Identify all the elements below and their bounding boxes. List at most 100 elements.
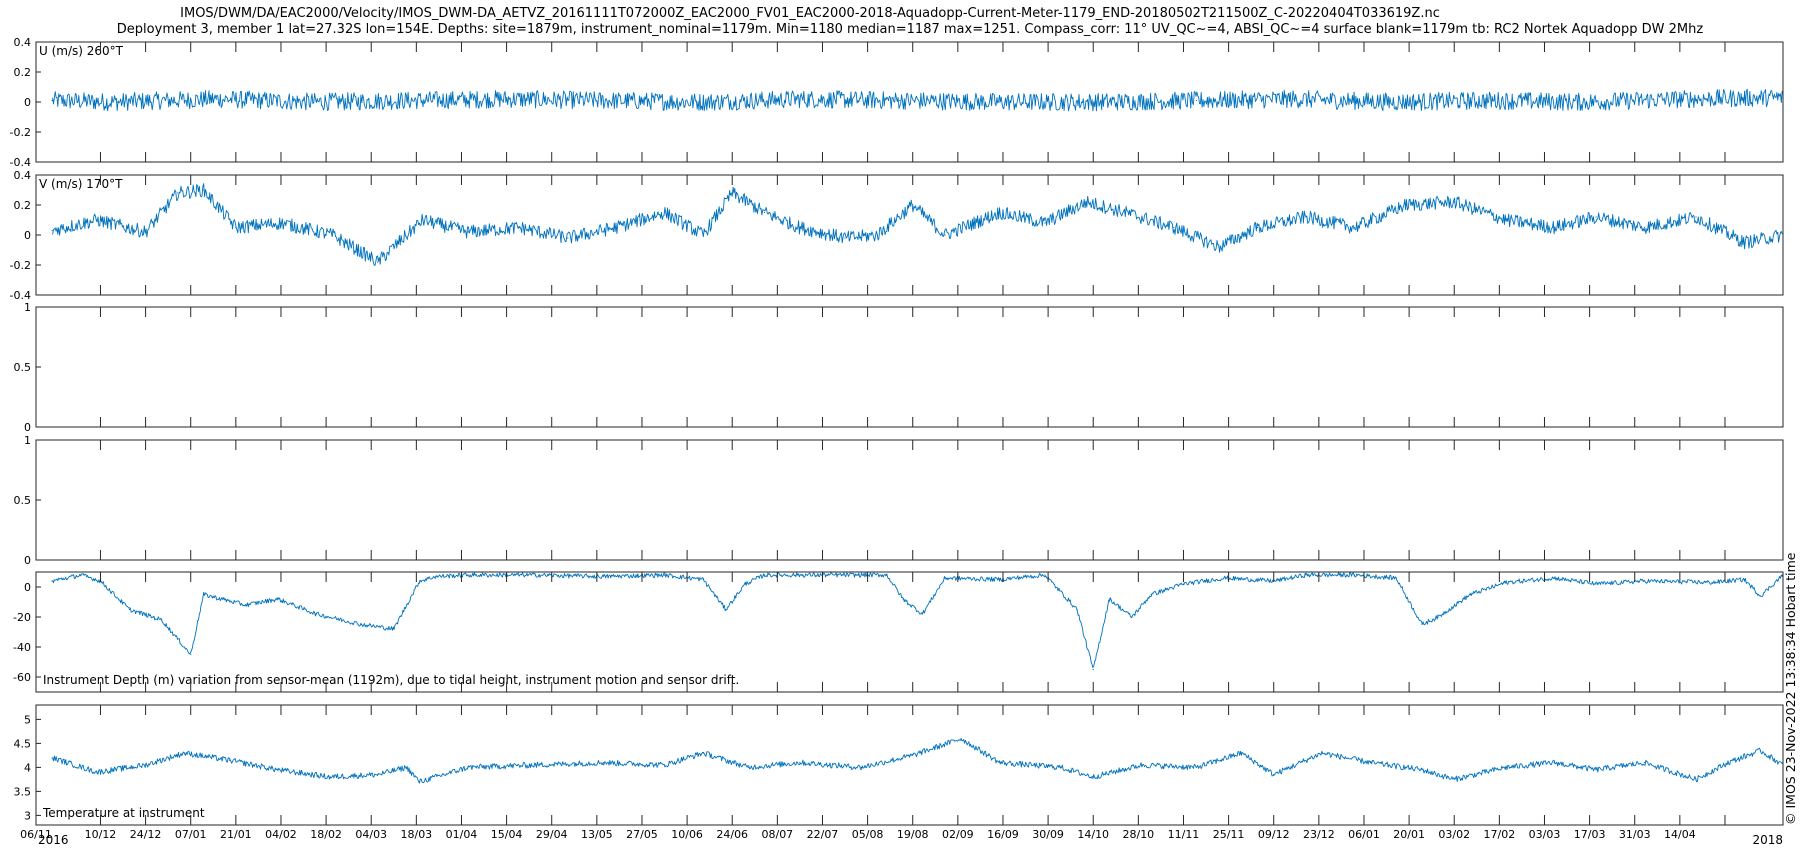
data-point xyxy=(1505,766,1507,769)
x-tick-label: 23/12 xyxy=(1303,828,1335,841)
x-tick-label: 06/01 xyxy=(1348,828,1380,841)
data-point xyxy=(763,211,766,214)
data-point xyxy=(1582,101,1584,103)
x-tick-label: 24/06 xyxy=(716,828,748,841)
data-point xyxy=(145,231,147,233)
data-point xyxy=(1682,98,1684,100)
data-point xyxy=(128,608,131,611)
x-axis-group: 06/11 10/12 24/12 07/01 21/01 04/02 18/02 04/03… xyxy=(20,828,1783,847)
data-point xyxy=(1092,668,1094,671)
panel-frame xyxy=(35,306,1784,428)
data-point xyxy=(161,619,163,621)
data-point xyxy=(1453,201,1455,203)
data-point xyxy=(1305,216,1307,218)
data-point xyxy=(844,237,846,239)
data-point xyxy=(1321,752,1323,754)
data-point xyxy=(999,578,1001,581)
x-tick-label: 05/08 xyxy=(852,828,884,841)
data-point xyxy=(51,757,53,759)
data-point xyxy=(1453,778,1455,781)
data-point xyxy=(799,226,801,229)
data-point xyxy=(1044,222,1046,224)
data-point xyxy=(702,752,704,754)
data-point xyxy=(799,98,801,100)
data-point xyxy=(1695,778,1697,781)
data-point xyxy=(1353,574,1355,576)
panel-v: 0.4 0.2 0 -0.2 -0.4 V (m/s) 170°T xyxy=(10,169,1784,302)
data-point xyxy=(360,623,363,626)
data-point xyxy=(702,234,704,236)
x-tick-label: 16/09 xyxy=(987,828,1019,841)
data-point xyxy=(328,776,330,778)
panel-empty2: 10.50 xyxy=(14,434,1784,567)
y-tick-label: 0.2 xyxy=(14,199,32,212)
y-tick-label: 0 xyxy=(24,421,31,434)
panel-temp: 5 4.5 4 3.5 3 Temperature at instrument xyxy=(14,704,1784,826)
y-tick-label: 0.5 xyxy=(14,494,32,507)
data-point xyxy=(1505,581,1507,584)
x-tick-label: 03/03 xyxy=(1529,828,1561,841)
y-tick-label: 4 xyxy=(24,761,31,774)
y-tick-label: 1 xyxy=(24,434,31,447)
data-point xyxy=(393,628,395,630)
data-point xyxy=(860,766,862,769)
x-tick-label: 10/12 xyxy=(85,828,117,841)
series-line-u xyxy=(52,88,1784,112)
data-point xyxy=(1553,762,1555,764)
data-point xyxy=(1469,593,1471,596)
data-point xyxy=(1643,762,1645,764)
y-tick-label: 0 xyxy=(24,229,31,242)
data-point xyxy=(1257,226,1259,229)
y-tick-label: 1 xyxy=(24,301,31,314)
data-point xyxy=(1369,762,1371,764)
x-tick-label: 31/03 xyxy=(1619,828,1651,841)
figure-title-line2: Deployment 3, member 1 lat=27.32S lon=15… xyxy=(117,22,1704,37)
timestamp-label: © IMOS 23-Nov-2022 13:38:34 Hobart time xyxy=(1783,552,1798,825)
data-point xyxy=(244,604,247,606)
data-point xyxy=(1492,99,1494,102)
data-point xyxy=(506,98,508,100)
data-point xyxy=(518,226,521,229)
data-point xyxy=(1195,766,1197,769)
panel-frame xyxy=(35,571,1784,693)
data-point xyxy=(277,769,279,771)
data-point xyxy=(467,766,469,769)
x-tick-label: 10/06 xyxy=(671,828,703,841)
data-point xyxy=(1060,766,1062,769)
x-tick-label: 17/03 xyxy=(1574,828,1606,841)
data-point xyxy=(203,593,205,596)
data-point xyxy=(912,204,914,206)
data-point xyxy=(535,764,537,766)
x-tick-label: 03/02 xyxy=(1438,828,1470,841)
panel-frame xyxy=(35,704,1784,826)
y-tick-label: 4.5 xyxy=(14,737,32,750)
data-point xyxy=(1305,574,1307,576)
x-tick-label: 22/07 xyxy=(807,828,839,841)
data-point xyxy=(1743,578,1745,581)
y-tick-label: -0.2 xyxy=(10,126,31,139)
data-point xyxy=(51,580,53,582)
data-point xyxy=(999,762,1001,764)
panel-frame xyxy=(35,174,1784,296)
y-tick-label: -20 xyxy=(13,611,31,624)
data-point xyxy=(1182,583,1185,585)
data-point xyxy=(702,101,704,103)
data-point xyxy=(315,101,317,103)
series-line-v xyxy=(52,183,1784,267)
data-point xyxy=(51,99,53,102)
data-point xyxy=(419,580,421,582)
data-point xyxy=(1421,623,1423,626)
y-tick-label: -60 xyxy=(13,671,31,684)
data-point xyxy=(1218,246,1220,248)
data-point xyxy=(912,754,914,757)
x-tick-label: 01/04 xyxy=(446,828,478,841)
data-point xyxy=(203,189,205,191)
data-point xyxy=(377,774,379,776)
data-point xyxy=(1727,762,1729,764)
y-tick-label: 5 xyxy=(24,713,31,726)
panel-label: Instrument Depth (m) variation from sens… xyxy=(43,673,739,687)
data-point xyxy=(406,99,408,102)
data-point xyxy=(422,219,424,221)
data-point xyxy=(663,764,666,766)
data-point xyxy=(1643,226,1645,229)
